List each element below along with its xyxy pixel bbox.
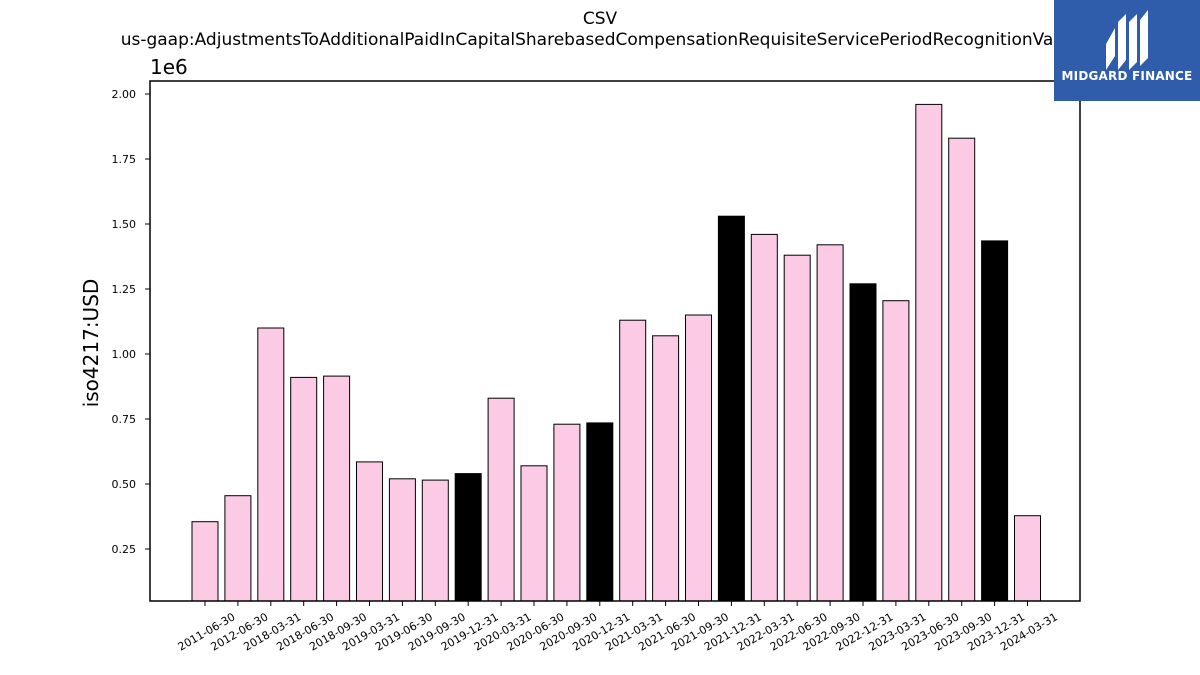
bar [948, 137, 976, 602]
y-tick-label: 1.75 [112, 153, 137, 166]
bar [520, 465, 548, 602]
bar [783, 254, 811, 602]
y-tick-label: 1.50 [112, 218, 137, 231]
chart-subtitle: us-gaap:AdjustmentsToAdditionalPaidInCap… [120, 30, 1080, 50]
bar [685, 314, 712, 602]
bar [356, 461, 383, 602]
bar [619, 319, 647, 602]
bar [224, 495, 252, 602]
midgard-logo-icon [1106, 10, 1148, 70]
y-tick-label: 0.50 [112, 478, 137, 491]
bar [553, 423, 581, 602]
bar [1014, 515, 1041, 602]
bar [816, 244, 844, 602]
bar [388, 478, 416, 602]
bar [421, 479, 449, 602]
y-tick-label: 0.25 [112, 543, 137, 556]
y-axis-exponent: 1e6 [150, 55, 188, 79]
bar [454, 473, 482, 602]
y-tick-label: 1.00 [112, 348, 137, 361]
y-tick-label: 2.00 [112, 88, 137, 101]
bar [717, 215, 745, 602]
bar [915, 103, 943, 602]
bar [750, 233, 778, 602]
bar [981, 240, 1009, 602]
bar [586, 422, 614, 602]
bar [290, 376, 318, 602]
bar [191, 521, 219, 602]
y-tick-label: 0.75 [112, 413, 137, 426]
bar [849, 283, 877, 602]
chart-title: CSV [582, 9, 618, 29]
midgard-finance-logo: MIDGARD FINANCE [1054, 0, 1200, 101]
plot-frame [149, 80, 1081, 602]
logo-text: MIDGARD FINANCE [1061, 69, 1193, 83]
bar [487, 397, 515, 602]
bar [257, 327, 285, 602]
bar [652, 335, 680, 602]
bar [323, 375, 351, 602]
y-tick-label: 1.25 [112, 283, 137, 296]
bar [882, 300, 910, 602]
